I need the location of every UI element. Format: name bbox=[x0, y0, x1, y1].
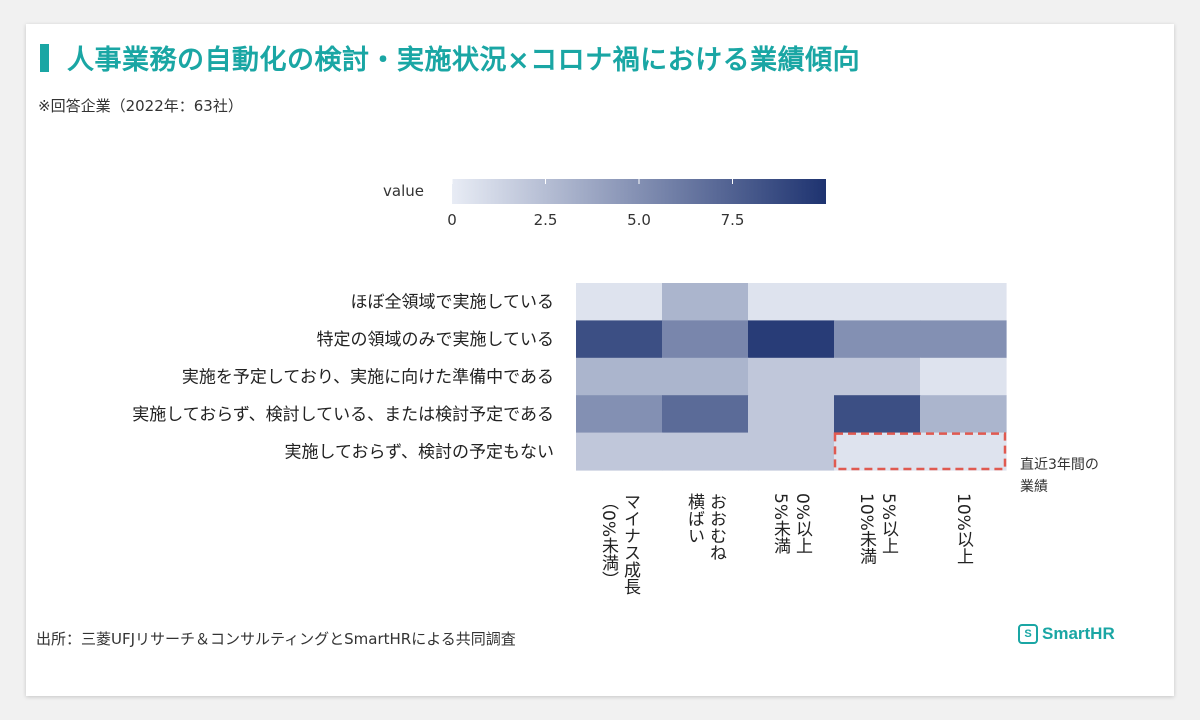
heatmap-cell bbox=[662, 283, 749, 321]
heatmap-cell bbox=[576, 432, 663, 471]
heatmap-cell bbox=[920, 432, 1007, 471]
heatmap-cell bbox=[662, 357, 749, 396]
column-label: 横ばい bbox=[684, 493, 705, 544]
annotation-label: 業績 bbox=[1020, 479, 1048, 495]
heatmap-cell bbox=[748, 395, 835, 434]
heatmap-cell bbox=[920, 320, 1007, 359]
page-subtitle: ※回答企業（2022年：63社） bbox=[38, 97, 243, 115]
logo-mark-icon: S bbox=[1018, 624, 1038, 644]
column-label: 5%未満 bbox=[770, 493, 791, 555]
heatmap-cell bbox=[662, 432, 749, 471]
heatmap-cell bbox=[834, 283, 921, 321]
heatmap-cell bbox=[576, 357, 663, 396]
heatmap-cell bbox=[662, 395, 749, 434]
column-label: 10%以上 bbox=[953, 493, 974, 565]
title-accent-bar bbox=[40, 43, 49, 72]
heatmap-cell bbox=[576, 283, 663, 321]
row-label: 実施しておらず、検討の予定もない bbox=[285, 442, 554, 462]
title-block: 人事業務の自動化の検討・実施状況×コロナ禍における業績傾向 bbox=[40, 38, 860, 77]
column-label: 10%未満 bbox=[856, 493, 877, 566]
colorbar-tick-label: 0 bbox=[447, 211, 457, 229]
row-label: ほぼ全領域で実施している bbox=[351, 293, 555, 313]
column-label: （0%未満） bbox=[598, 493, 619, 588]
colorbar-tick-label: 5.0 bbox=[627, 211, 651, 229]
colorbar-label: value bbox=[383, 182, 424, 200]
heatmap-cell bbox=[662, 320, 749, 359]
page-title: 人事業務の自動化の検討・実施状況×コロナ禍における業績傾向 bbox=[67, 45, 861, 76]
column-label: 0%以上 bbox=[792, 493, 813, 554]
source-note: 出所：三菱UFJリサーチ＆コンサルティングとSmartHRによる共同調査 bbox=[36, 630, 516, 648]
highlight-box bbox=[833, 432, 1007, 471]
row-label: 実施を予定しており、実施に向けた準備中である bbox=[182, 368, 554, 388]
annotation-label: 直近3年間の bbox=[1020, 456, 1099, 473]
heatmap-cell bbox=[920, 357, 1007, 396]
heatmap-cell bbox=[748, 357, 835, 396]
colorbar-tick-label: 2.5 bbox=[534, 211, 558, 229]
heatmap-cell bbox=[576, 320, 663, 359]
heatmap-cell bbox=[748, 432, 835, 471]
heatmap-cell bbox=[834, 357, 921, 396]
smarthr-logo: S SmartHR bbox=[1018, 624, 1115, 644]
colorbar-tick-label: 7.5 bbox=[721, 211, 745, 229]
heatmap-cell bbox=[920, 395, 1007, 434]
heatmap-cell bbox=[748, 320, 835, 359]
logo-text: SmartHR bbox=[1042, 624, 1115, 643]
row-label: 実施しておらず、検討している、または検討予定である bbox=[132, 405, 554, 425]
heatmap-cell bbox=[834, 320, 921, 359]
heatmap-cell bbox=[748, 283, 835, 321]
heatmap-cell bbox=[834, 432, 921, 471]
heatmap-cell bbox=[920, 283, 1007, 321]
row-label: 特定の領域のみで実施している bbox=[317, 330, 555, 350]
column-label: 5%以上 bbox=[878, 493, 899, 554]
heatmap-cell bbox=[834, 395, 921, 434]
column-label: マイナス成長 bbox=[620, 493, 641, 595]
heatmap-cell bbox=[576, 395, 663, 434]
column-label: おおむね bbox=[706, 493, 726, 561]
